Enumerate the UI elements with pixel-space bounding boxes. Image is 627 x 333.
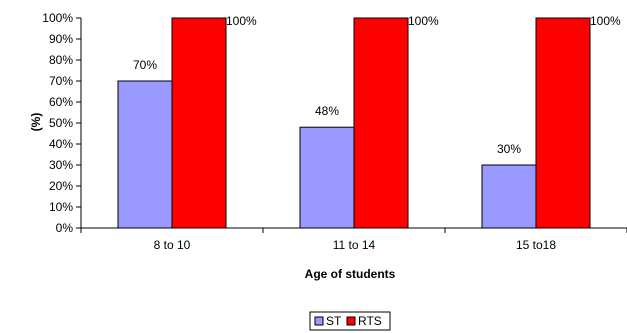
bar-st-0: [117, 80, 173, 229]
x-tick-label: 15 to18: [516, 238, 556, 252]
y-axis-title: (%): [29, 113, 43, 132]
y-tick-label: 30%: [49, 158, 73, 172]
y-tick-label: 100%: [42, 11, 73, 25]
data-label-st-1: 48%: [315, 104, 339, 118]
y-axis-ticks: 0% 10% 20% 30% 40% 50% 60% 70% 80% 90% 100%: [42, 11, 81, 235]
bar-rts-2: [535, 17, 591, 229]
data-label-rts-2: 100%: [590, 14, 621, 28]
data-label-st-2: 30%: [497, 142, 521, 156]
y-tick-label: 60%: [49, 95, 73, 109]
x-tick-label: 11 to 14: [333, 238, 376, 252]
y-tick-label: 10%: [49, 200, 73, 214]
x-axis-ticks: 8 to 10 11 to 14 15 to18: [80, 228, 627, 252]
legend-swatch-rts: [346, 316, 356, 326]
y-tick-label: 20%: [49, 179, 73, 193]
y-tick-label: 50%: [49, 116, 73, 130]
data-label-st-0: 70%: [133, 58, 157, 72]
y-tick-label: 80%: [49, 53, 73, 67]
data-labels: 70% 100% 48% 100% 30% 100%: [133, 14, 621, 156]
data-label-rts-0: 100%: [226, 14, 257, 28]
bar-rts-1: [353, 17, 409, 229]
y-tick-label: 90%: [49, 32, 73, 46]
legend-label-st: ST: [326, 314, 342, 328]
legend: ST RTS: [309, 311, 391, 331]
bar-st-1: [299, 126, 355, 229]
axes: [80, 18, 627, 229]
y-tick-label: 40%: [49, 137, 73, 151]
x-axis-title: Age of students: [305, 267, 396, 281]
bar-rts-0: [171, 17, 227, 229]
y-tick-label: 0%: [56, 221, 74, 235]
legend-label-rts: RTS: [358, 314, 382, 328]
bars: [117, 17, 591, 229]
y-tick-label: 70%: [49, 74, 73, 88]
legend-swatch-st: [314, 316, 324, 326]
bar-st-2: [481, 164, 537, 229]
data-label-rts-1: 100%: [408, 14, 439, 28]
x-tick-label: 8 to 10: [154, 238, 191, 252]
